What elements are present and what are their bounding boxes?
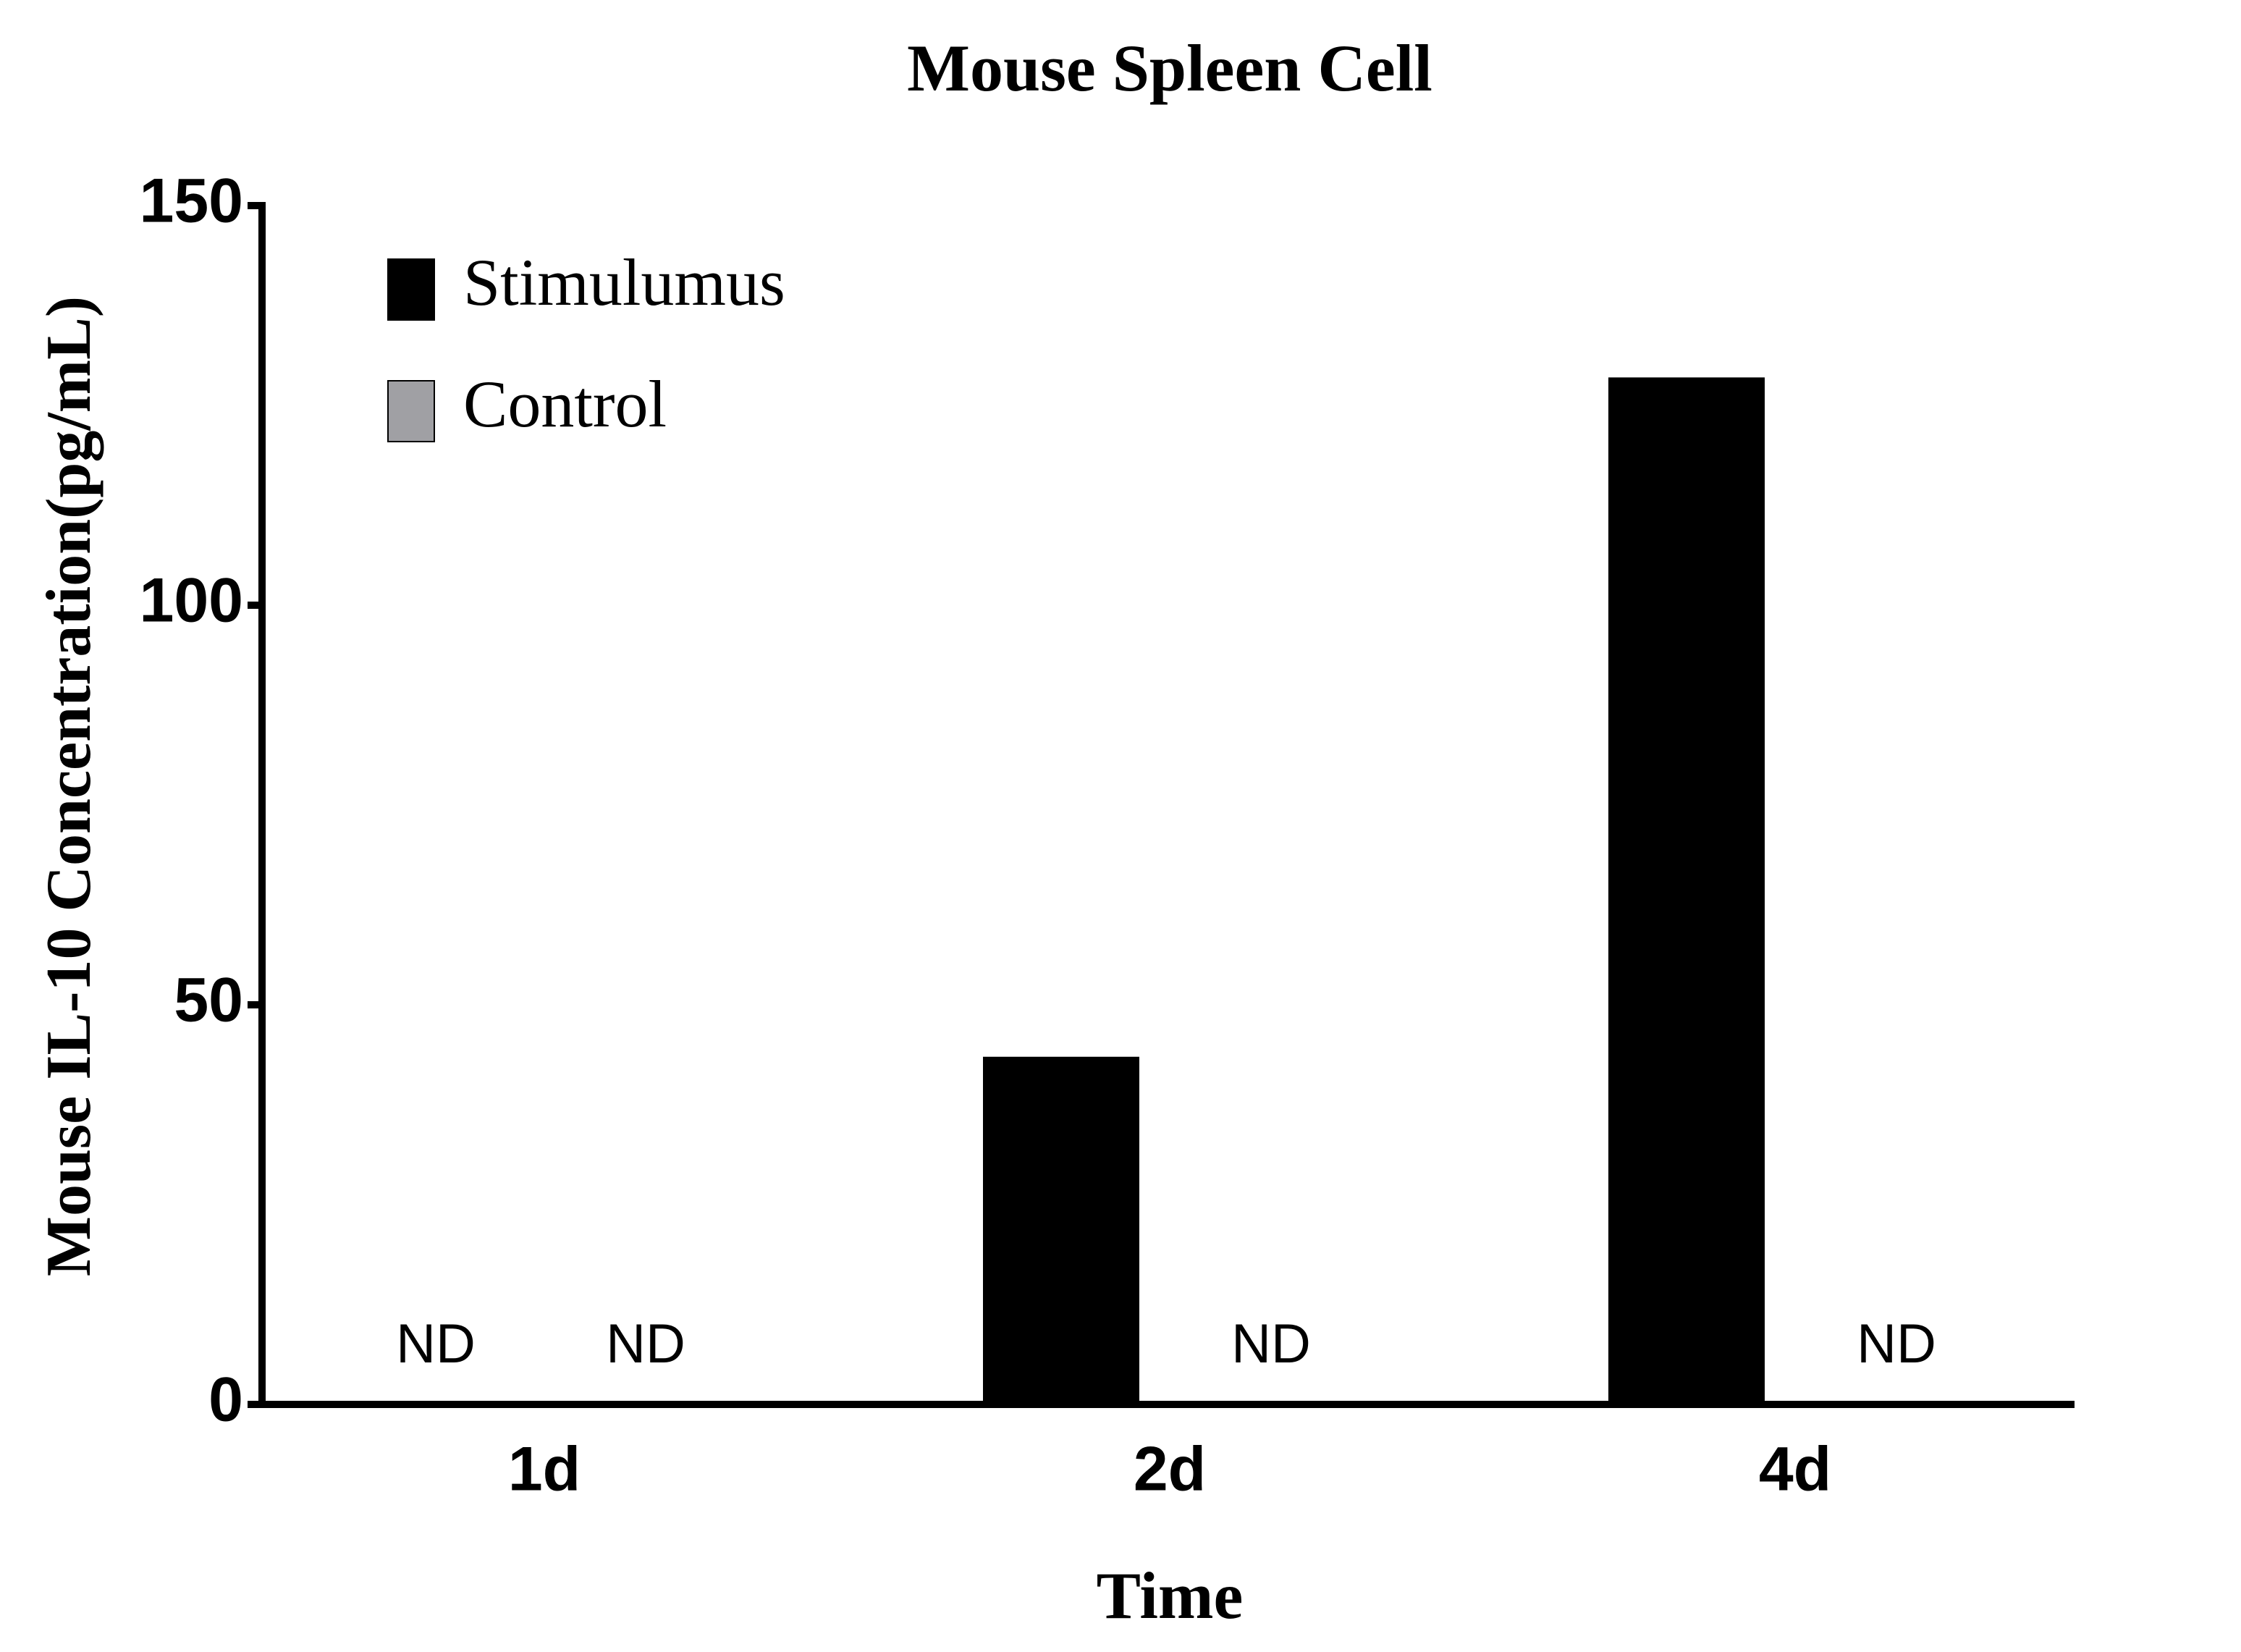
x-tick-label: 1d — [508, 1435, 581, 1504]
bar — [983, 1056, 1139, 1404]
y-tick-label: 150 — [140, 167, 244, 236]
x-axis-label: Time — [1097, 1559, 1244, 1632]
legend-swatch — [387, 380, 435, 442]
value-label: ND — [606, 1313, 685, 1375]
y-axis-label: Mouse IL-10 Concentration(pg/mL) — [34, 296, 104, 1276]
x-tick-label: 4d — [1759, 1435, 1831, 1504]
x-tick-label: 2d — [1134, 1435, 1206, 1504]
value-label: ND — [396, 1313, 476, 1375]
legend-label: Stimulumus — [463, 245, 785, 319]
legend-swatch — [387, 258, 435, 321]
value-label: ND — [1857, 1313, 1936, 1375]
legend-label: Control — [463, 367, 667, 441]
y-tick-label: 50 — [174, 966, 243, 1035]
bar — [1608, 377, 1765, 1404]
chart-title: Mouse Spleen Cell — [907, 31, 1432, 105]
y-tick-label: 0 — [208, 1365, 243, 1435]
value-label: ND — [1231, 1313, 1311, 1375]
y-tick-label: 100 — [140, 566, 244, 636]
